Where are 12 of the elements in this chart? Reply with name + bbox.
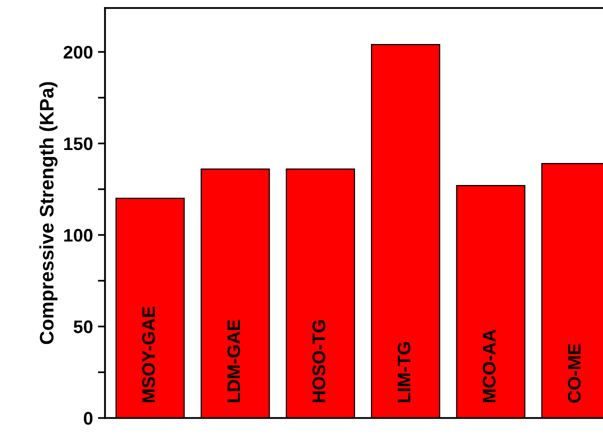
x-tick-label: LDM-GAE xyxy=(227,320,240,402)
x-tick-label: MSOY-GAE xyxy=(142,306,155,402)
y-tick-label: 100 xyxy=(64,228,92,242)
y-tick-label: 200 xyxy=(64,46,92,59)
y-axis-title: Compressive Strength (KPa) xyxy=(39,82,58,344)
y-tick-label: 50 xyxy=(74,320,92,334)
x-tick-label: LIM-TG xyxy=(398,342,410,402)
y-tick-label: 150 xyxy=(64,137,92,150)
x-tick-label: CO-ME xyxy=(568,344,581,403)
x-tick-label: HOSO-TG xyxy=(312,320,326,402)
y-tick-label: 0 xyxy=(84,412,92,425)
x-tick-label: MCO-AA xyxy=(482,330,496,402)
